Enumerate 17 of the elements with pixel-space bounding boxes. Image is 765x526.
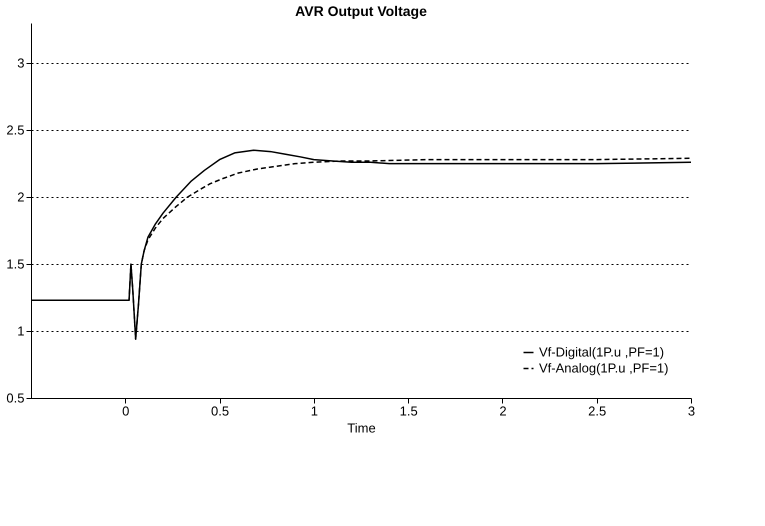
y-tick-label: 2 [17,190,24,205]
y-tick-label: 1 [17,324,24,339]
legend-label: Vf-Analog(1P.u ,PF=1) [539,360,668,376]
x-tick-label: 1 [310,404,318,418]
y-tick-label: 1.5 [6,256,24,272]
x-tick-label: 3 [688,404,696,418]
y-tick-label: 0.5 [6,390,24,406]
y-tick-label: 2.5 [6,122,24,138]
y-tick-label: 3 [17,56,24,71]
x-tick-label: 0 [122,404,130,418]
x-tick-label: 1.5 [400,404,418,418]
chart-title: AVR Output Voltage [295,3,428,19]
legend-label: Vf-Digital(1P.u ,PF=1) [539,344,664,360]
x-tick-label: 0.5 [211,404,230,418]
x-tick-label: 2 [499,404,507,418]
x-tick-label: 2.5 [588,404,606,418]
x-axis-title: Time [347,420,376,436]
